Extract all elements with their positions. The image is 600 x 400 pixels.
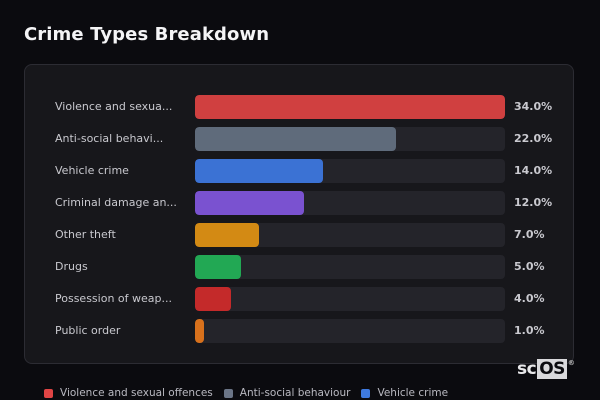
- bar-track: [195, 159, 505, 183]
- bar-value: 12.0%: [514, 196, 553, 209]
- bar-label: Anti-social behavi...: [55, 132, 164, 145]
- legend-swatch-icon: [223, 388, 233, 398]
- bar-row[interactable]: Vehicle crime 14.0%: [25, 159, 573, 183]
- bar-track: [195, 127, 505, 151]
- legend-label: Vehicle crime: [377, 387, 449, 399]
- bar-fill[interactable]: [195, 191, 304, 215]
- watermark-prefix: sc: [517, 359, 537, 379]
- bar-label: Other theft: [55, 228, 116, 241]
- bar-label: Violence and sexua...: [55, 100, 173, 113]
- bar-track: [195, 255, 505, 279]
- bar-fill[interactable]: [195, 159, 323, 183]
- bar-value: 1.0%: [514, 324, 545, 337]
- bar-label: Drugs: [55, 260, 88, 273]
- bar-row[interactable]: Possession of weap... 4.0%: [25, 287, 573, 311]
- registered-icon: ®: [567, 359, 575, 367]
- legend-label: Anti-social behaviour: [239, 387, 351, 399]
- bar-row[interactable]: Drugs 5.0%: [25, 255, 573, 279]
- bar-fill[interactable]: [195, 127, 396, 151]
- bar-row[interactable]: Anti-social behavi... 22.0%: [25, 127, 573, 151]
- bar-value: 14.0%: [514, 164, 553, 177]
- bar-fill[interactable]: [195, 223, 259, 247]
- bar-fill[interactable]: [195, 95, 505, 119]
- bar-track: [195, 95, 505, 119]
- legend-item[interactable]: Vehicle crime: [361, 387, 448, 399]
- legend-item[interactable]: Anti-social behaviour: [223, 387, 351, 399]
- bar-label: Public order: [55, 324, 121, 337]
- chart-title: Crime Types Breakdown: [24, 24, 270, 45]
- bar-value: 4.0%: [514, 292, 545, 305]
- bar-fill[interactable]: [195, 255, 241, 279]
- legend-label: Violence and sexual offences: [60, 387, 213, 399]
- bar-track: [195, 223, 505, 247]
- bar-track: [195, 319, 505, 343]
- watermark-logo: sc OS ®: [517, 359, 575, 379]
- bar-fill[interactable]: [195, 319, 204, 343]
- bar-track: [195, 287, 505, 311]
- chart-card: Violence and sexua... 34.0% Anti-social be…: [24, 64, 574, 364]
- bar-label: Possession of weap...: [55, 292, 172, 305]
- bar-row[interactable]: Criminal damage an... 12.0%: [25, 191, 573, 215]
- bar-value: 34.0%: [514, 100, 553, 113]
- bar-track: [195, 191, 505, 215]
- bar-row[interactable]: Other theft 7.0%: [25, 223, 573, 247]
- watermark-boxed: OS: [537, 359, 567, 379]
- bar-label: Vehicle crime: [55, 164, 129, 177]
- bar-fill[interactable]: [195, 287, 231, 311]
- bar-value: 7.0%: [514, 228, 545, 241]
- bar-value: 5.0%: [514, 260, 545, 273]
- bar-row[interactable]: Public order 1.0%: [25, 319, 573, 343]
- chart-legend: Violence and sexual offences Anti-social …: [44, 386, 459, 400]
- legend-swatch-icon: [44, 388, 53, 398]
- bar-value: 22.0%: [514, 132, 553, 145]
- bar-label: Criminal damage an...: [55, 196, 177, 209]
- legend-item[interactable]: Violence and sexual offences: [44, 387, 213, 399]
- legend-swatch-icon: [361, 388, 371, 398]
- bar-row[interactable]: Violence and sexua... 34.0%: [25, 95, 573, 119]
